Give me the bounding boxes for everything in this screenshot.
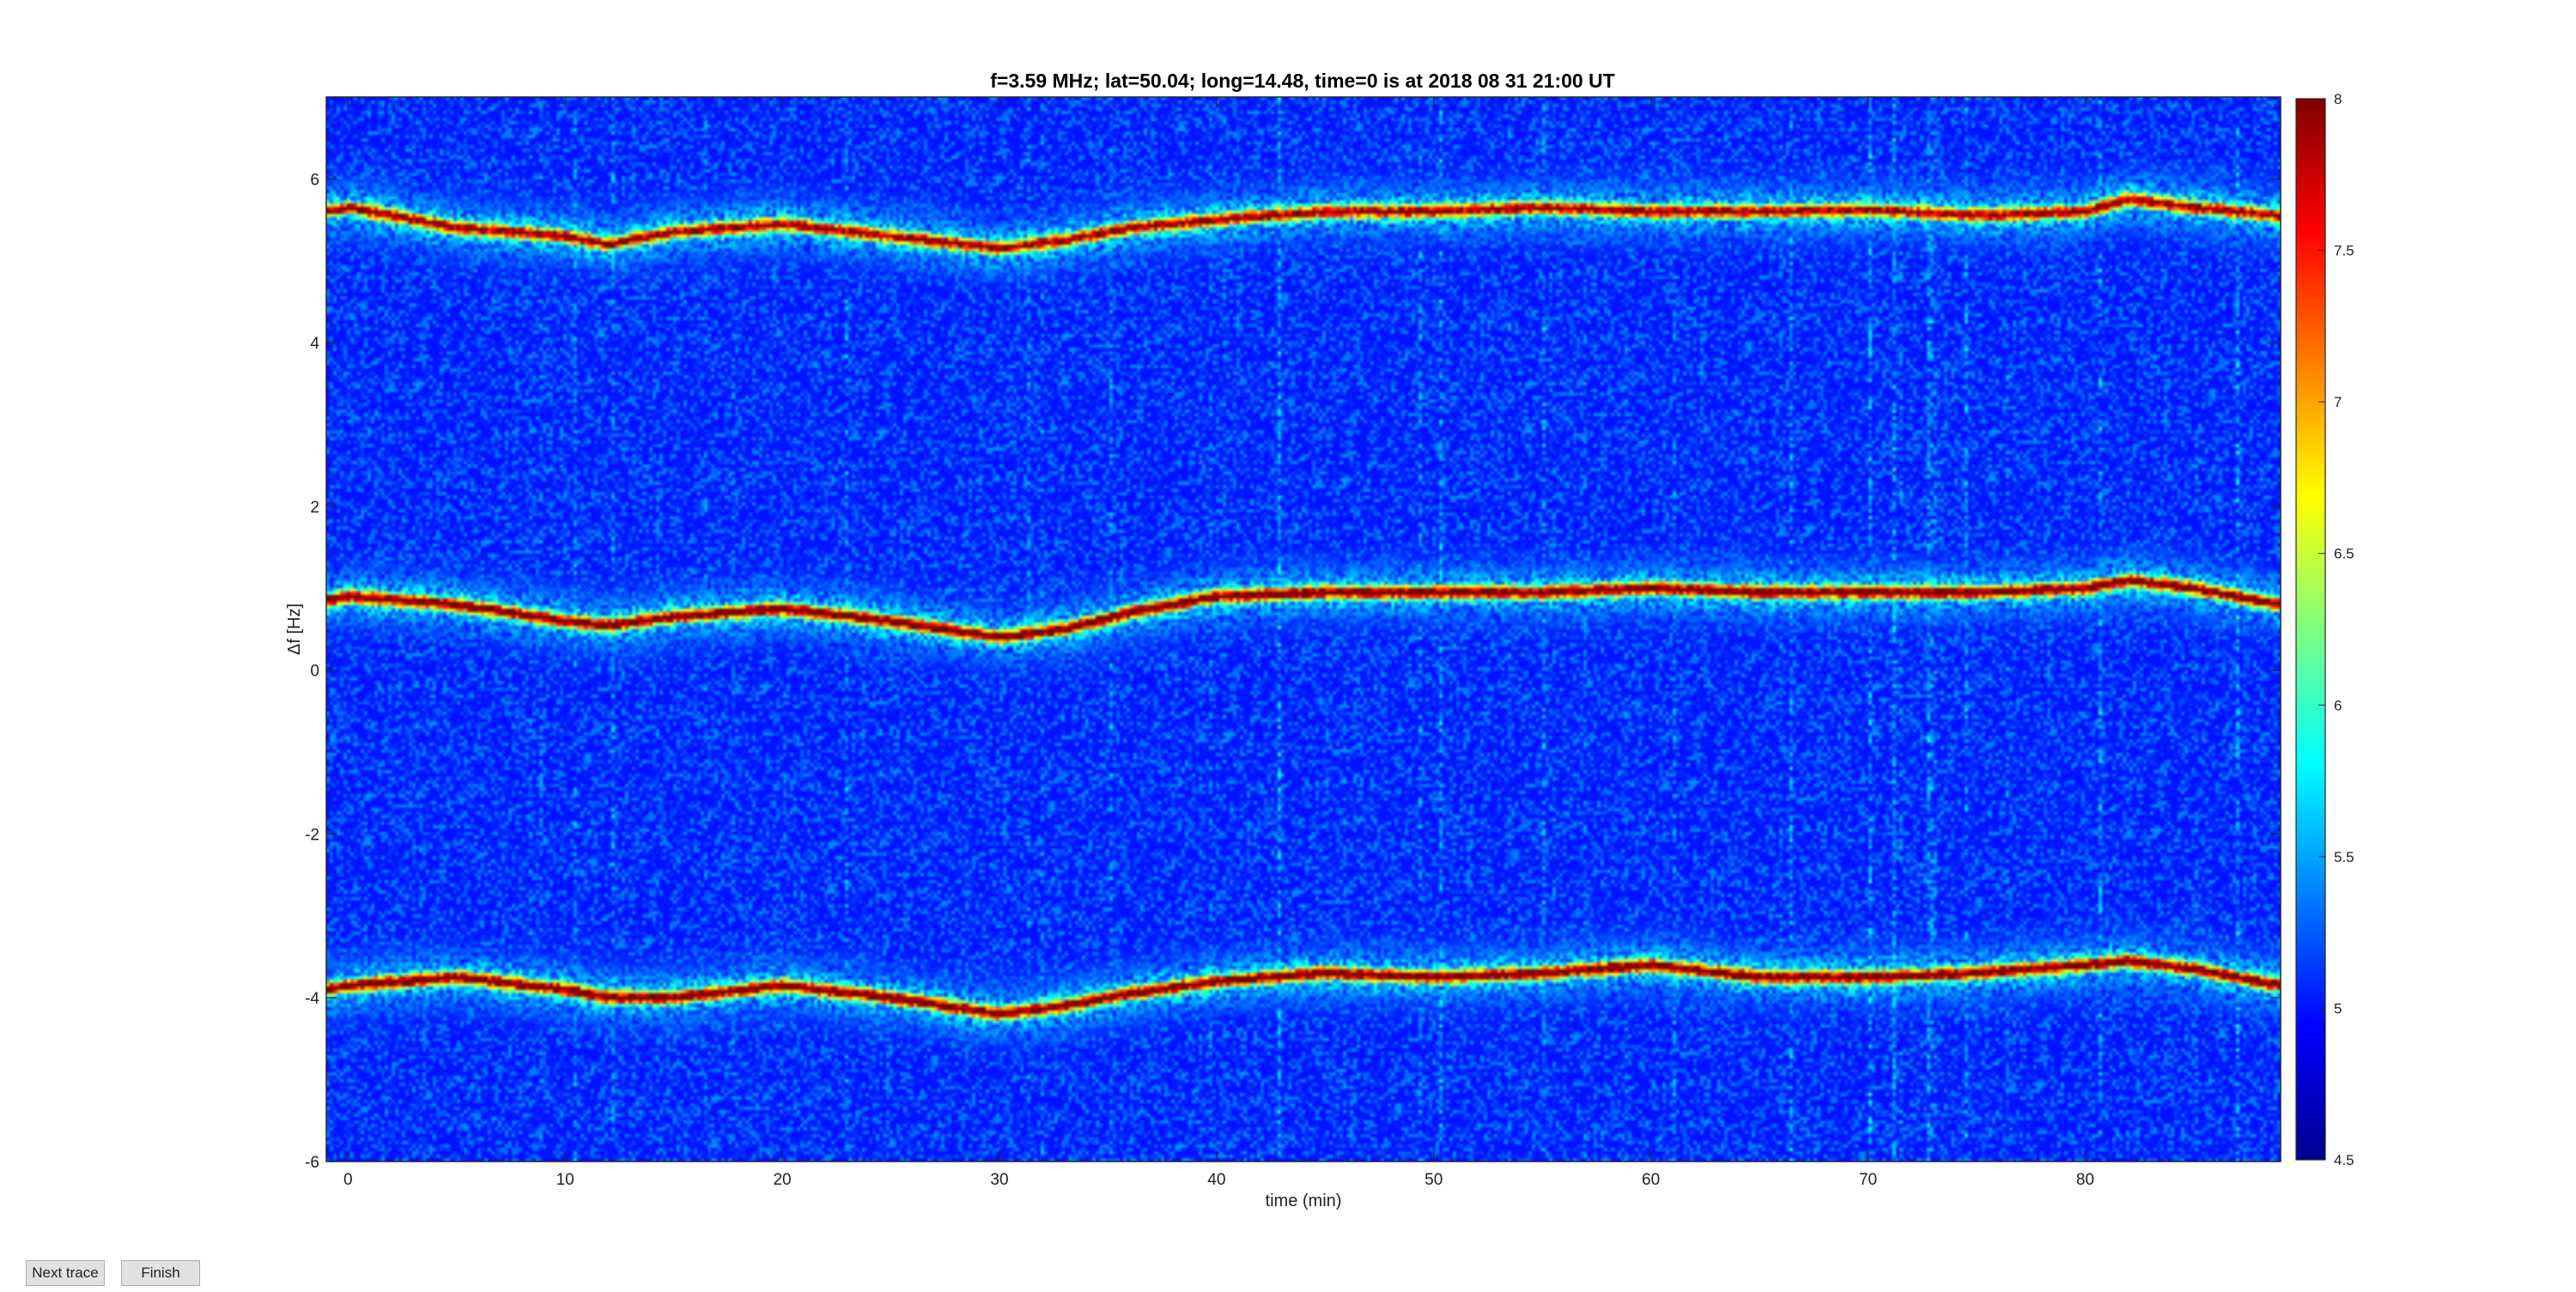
colorbar-tick-label: 6.5 <box>2334 546 2354 562</box>
colorbar-ticks: 4.5 5 5.5 6 6.5 7 7.5 8 <box>2318 91 2354 1168</box>
plot-area[interactable] <box>325 96 2281 1162</box>
y-tick-label: 6 <box>310 171 319 189</box>
colorbar: 4.5 5 5.5 6 6.5 7 7.5 8 <box>2295 91 2354 1168</box>
x-tick-label: 10 <box>556 1171 574 1189</box>
y-tick-label: -4 <box>305 990 319 1008</box>
y-axis-label: Δf [Hz] <box>285 604 304 655</box>
x-axis-label: time (min) <box>1266 1192 1342 1210</box>
y-axis: -6 -4 -2 0 2 4 6 <box>305 171 2281 1172</box>
y-tick-label: -6 <box>305 1154 319 1172</box>
x-tick-label: 70 <box>1859 1171 1877 1189</box>
y-tick-label: 0 <box>310 663 319 681</box>
x-tick-label: 20 <box>773 1171 791 1189</box>
x-tick-label: 80 <box>2076 1171 2094 1189</box>
x-tick-label: 50 <box>1425 1171 1443 1189</box>
colorbar-tick-label: 5 <box>2334 1000 2342 1016</box>
colorbar-tick-label: 7 <box>2334 394 2342 410</box>
next-trace-button[interactable]: Next trace <box>26 1260 105 1286</box>
plot-frame <box>325 96 2281 1162</box>
colorbar-tick-label: 8 <box>2334 91 2342 107</box>
colorbar-tick-label: 4.5 <box>2334 1152 2354 1168</box>
x-axis: 0 10 20 30 40 50 60 70 80 <box>343 97 2094 1189</box>
colorbar-tick-label: 7.5 <box>2334 243 2354 259</box>
x-tick-label: 60 <box>1642 1171 1660 1189</box>
colorbar-tick-label: 5.5 <box>2334 849 2354 865</box>
y-tick-label: -2 <box>305 826 319 844</box>
y-tick-label: 2 <box>310 499 319 517</box>
x-tick-label: 0 <box>343 1171 353 1189</box>
colorbar-tick-label: 6 <box>2334 697 2342 713</box>
colorbar-gradient <box>2295 98 2326 1161</box>
y-tick-label: 4 <box>310 335 319 353</box>
x-tick-label: 40 <box>1207 1171 1225 1189</box>
spectrogram-heatmap <box>326 97 2281 1162</box>
finish-button[interactable]: Finish <box>121 1260 200 1286</box>
x-tick-label: 30 <box>990 1171 1008 1189</box>
chart-title: f=3.59 MHz; lat=50.04; long=14.48, time=… <box>990 70 1614 92</box>
